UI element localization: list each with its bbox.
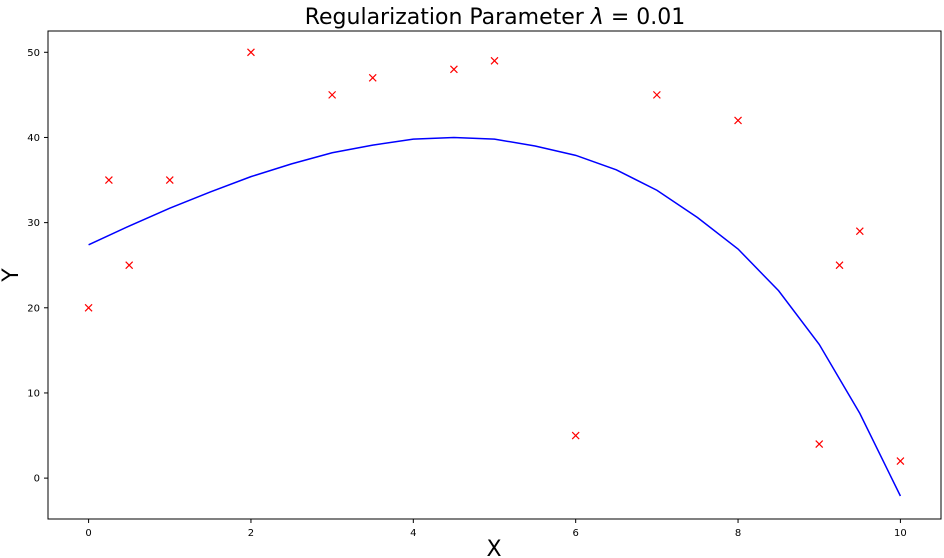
- data-point-marker: [247, 48, 255, 57]
- data-point-marker: [84, 303, 93, 312]
- y-tick-label: 50: [27, 48, 40, 59]
- x-tick-label: 0: [85, 528, 91, 539]
- data-point-marker: [896, 457, 905, 466]
- axes-frame: [47, 30, 942, 520]
- y-axis-ticks: 0 10 20 30 40 50: [27, 48, 48, 485]
- x-tick-label: 2: [248, 528, 254, 539]
- data-point-marker: [165, 176, 174, 184]
- y-tick-label: 0: [34, 474, 40, 485]
- data-point-marker: [490, 56, 499, 65]
- y-tick-label: 20: [27, 303, 40, 314]
- data-point-marker: [328, 90, 337, 99]
- data-point-marker: [835, 261, 844, 270]
- y-tick-label: 30: [27, 218, 40, 229]
- chart-title-suffix: = 0.01: [604, 5, 685, 30]
- chart-title-prefix: Regularization Parameter: [305, 5, 591, 30]
- chart-title-lambda: λ: [590, 5, 604, 30]
- x-tick-label: 6: [572, 528, 578, 539]
- data-point-marker: [449, 65, 458, 74]
- y-axis-label: Y: [0, 268, 24, 283]
- data-point-marker: [815, 440, 824, 448]
- x-tick-label: 4: [410, 528, 416, 539]
- data-point-marker: [368, 73, 377, 82]
- x-tick-label: 8: [735, 528, 741, 539]
- y-tick-label: 10: [27, 388, 40, 399]
- fit-curve-layer: [88, 136, 902, 497]
- data-point-marker: [125, 261, 134, 270]
- chart-title: Regularization Parameter λ = 0.01: [305, 5, 686, 30]
- data-point-marker: [855, 227, 864, 236]
- fit-curve-line: [88, 136, 902, 497]
- x-tick-label: 10: [894, 528, 907, 539]
- x-axis-ticks: 0 2 4 6 8 10: [85, 519, 907, 539]
- x-axis-label: X: [486, 537, 501, 558]
- data-point-marker: [734, 116, 742, 125]
- data-point-marker: [571, 431, 580, 440]
- y-tick-label: 40: [27, 133, 40, 144]
- data-point-marker: [104, 176, 113, 184]
- data-point-marker: [652, 90, 661, 99]
- data-points-layer: [84, 48, 905, 466]
